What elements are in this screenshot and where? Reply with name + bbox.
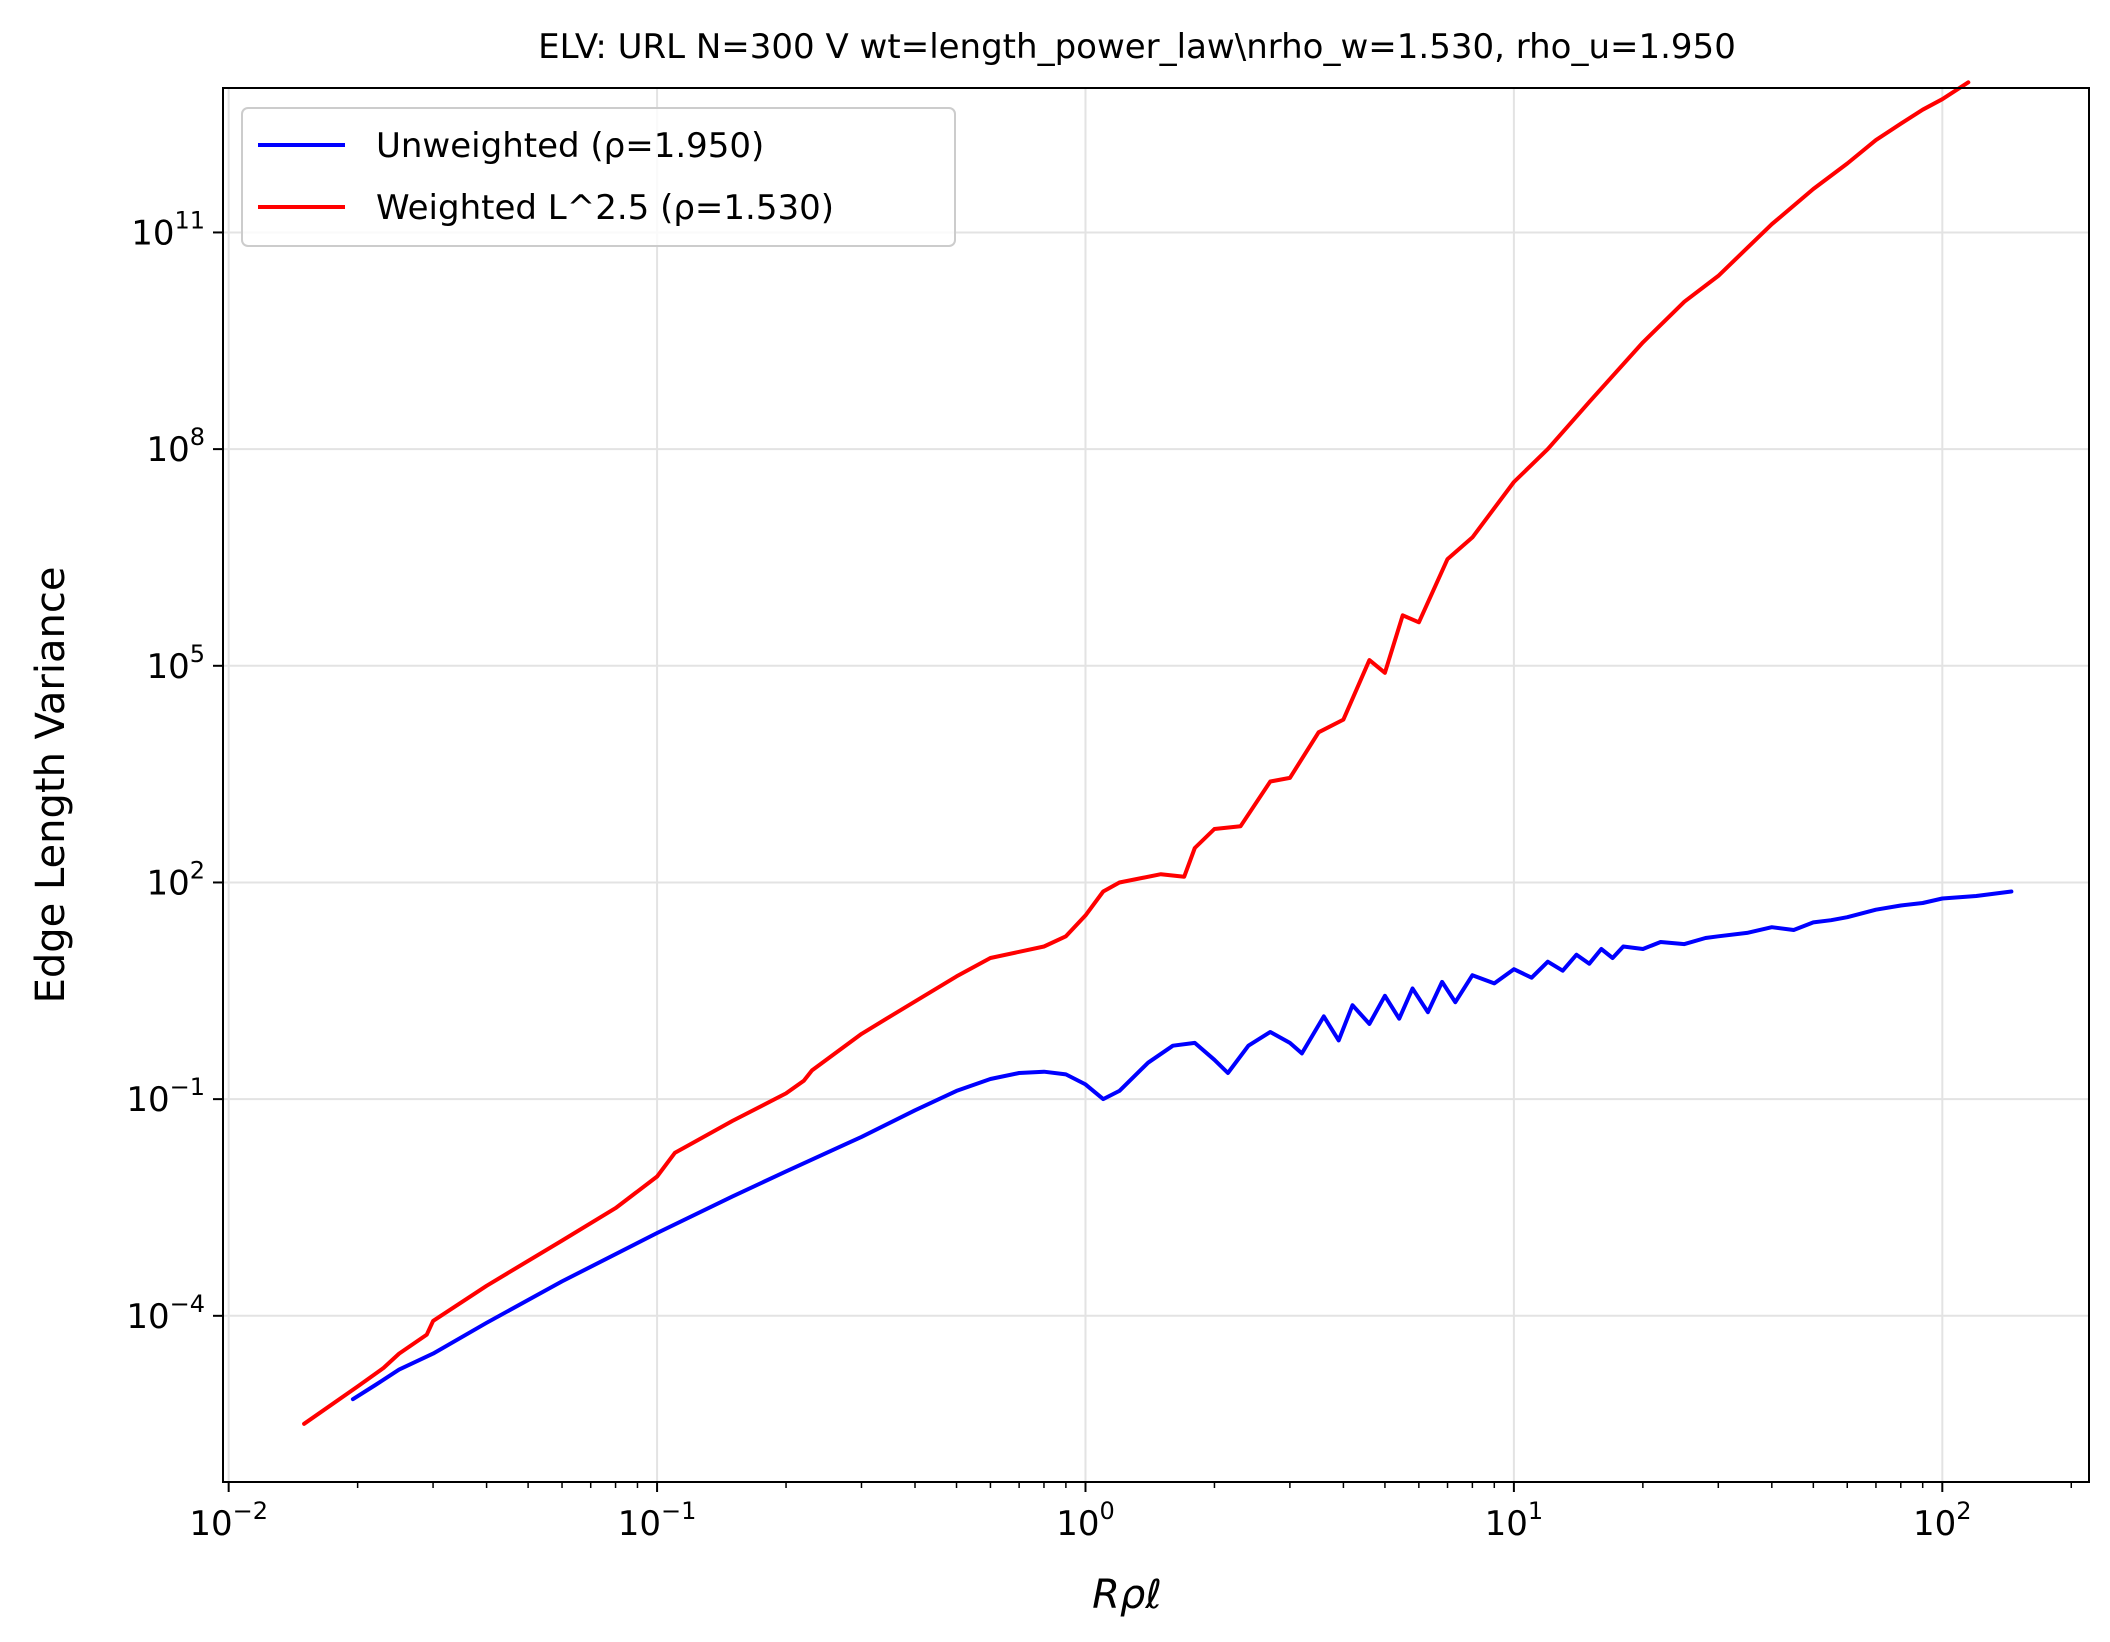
x-tick-base: 10 (1913, 1504, 1956, 1544)
y-tick-exponent: 2 (190, 856, 205, 884)
y-tick-exponent: −4 (170, 1290, 205, 1318)
plot-lines (302, 80, 2014, 1426)
axes-frame (222, 87, 2090, 1483)
grid-lines (223, 88, 2089, 1482)
series-line-unweighted (350, 889, 2014, 1402)
y-tick-label: 10−1 (126, 1073, 205, 1120)
x-tick-exponent: 2 (1956, 1497, 1971, 1525)
y-tick-exponent: 5 (190, 640, 205, 668)
legend: Unweighted (ρ=1.950) Weighted L^2.5 (ρ=1… (241, 107, 956, 247)
y-tick-base: 10 (146, 647, 189, 687)
x-tick-exponent: 1 (1528, 1497, 1543, 1525)
y-tick-exponent: 11 (174, 206, 205, 234)
y-tick-base: 10 (126, 1080, 169, 1120)
y-tick-exponent: −1 (170, 1073, 205, 1101)
y-tick-label: 10−4 (126, 1290, 205, 1337)
y-tick-label: 108 (146, 423, 205, 470)
x-tick-base: 10 (1056, 1504, 1099, 1544)
x-axis-label: Rρℓ (1092, 1572, 1162, 1618)
x-tick-label: 10−2 (189, 1497, 268, 1544)
y-tick-base: 10 (146, 430, 189, 470)
y-tick-label: 105 (146, 640, 205, 687)
x-tick-base: 10 (189, 1504, 232, 1544)
x-tick-exponent: 0 (1099, 1497, 1114, 1525)
x-tick-base: 10 (618, 1504, 661, 1544)
y-tick-label: 102 (146, 856, 205, 903)
x-tick-exponent: −1 (661, 1497, 696, 1525)
x-tick-exponent: −2 (233, 1497, 268, 1525)
legend-label-weighted: Weighted L^2.5 (ρ=1.530) (376, 188, 834, 228)
x-tick-label: 101 (1485, 1497, 1544, 1544)
legend-box (241, 107, 956, 247)
y-axis-label: Edge Length Variance (28, 567, 74, 1004)
x-tick-label: 102 (1913, 1497, 1972, 1544)
x-tick-label: 100 (1056, 1497, 1115, 1544)
x-tick-label: 10−1 (618, 1497, 697, 1544)
series-line-weighted (302, 80, 1971, 1426)
chart-title: ELV: URL N=300 V wt=length_power_law\nrh… (538, 27, 1736, 67)
x-tick-base: 10 (1485, 1504, 1528, 1544)
y-tick-base: 10 (131, 213, 174, 253)
y-tick-base: 10 (126, 1297, 169, 1337)
legend-label-unweighted: Unweighted (ρ=1.950) (376, 126, 764, 166)
y-tick-label: 1011 (131, 206, 205, 253)
y-tick-base: 10 (146, 863, 189, 903)
y-tick-exponent: 8 (190, 423, 205, 451)
